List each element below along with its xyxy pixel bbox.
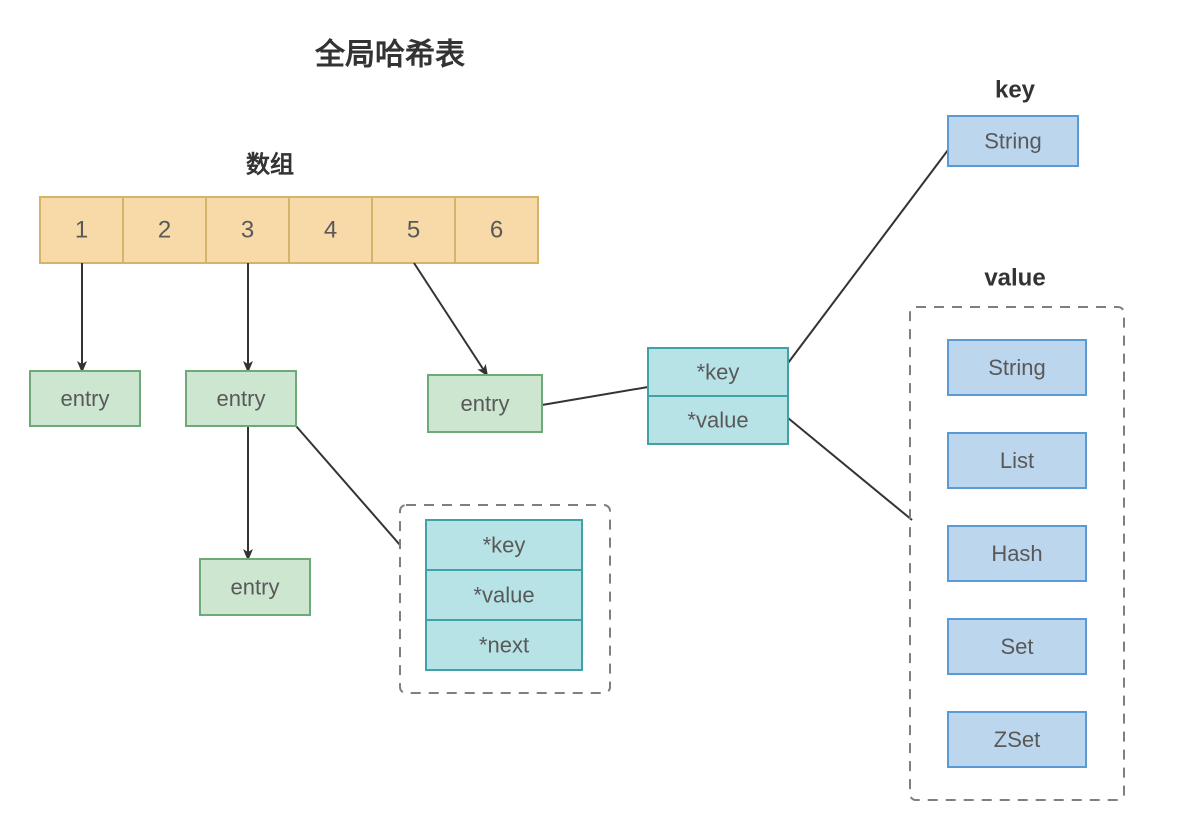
- connector-line: [296, 426, 400, 545]
- array-cell-label: 1: [75, 217, 88, 244]
- connector-line: [788, 150, 948, 363]
- key-heading: key: [995, 77, 1036, 104]
- array-cell-label: 3: [241, 217, 254, 244]
- entry-detail-cell-label: *next: [479, 633, 529, 658]
- entry-detail-cell-label: *value: [473, 583, 534, 608]
- connector-line: [788, 418, 912, 520]
- entry-label: entry: [61, 386, 110, 411]
- entry5: entry: [428, 375, 542, 432]
- value-type-label: Hash: [991, 541, 1042, 566]
- entry1: entry: [30, 371, 140, 426]
- entry3a: entry: [186, 371, 296, 426]
- entry-detail-cell-label: *key: [483, 533, 526, 558]
- value-type-label: Set: [1000, 634, 1033, 659]
- entry-label: entry: [231, 575, 280, 600]
- array-cell-label: 2: [158, 217, 171, 244]
- entry-label: entry: [217, 386, 266, 411]
- value-type-label: ZSet: [994, 727, 1040, 752]
- arrow: [414, 263, 487, 375]
- pointer-pair: *key *value: [648, 348, 788, 444]
- key-type-label: String: [984, 129, 1041, 154]
- array-cell-label: 5: [407, 217, 420, 244]
- array-title: 数组: [246, 152, 294, 179]
- value-type-list: String List Hash Set ZSet: [948, 340, 1086, 767]
- array-row: 1 2 3 4 5 6: [40, 197, 538, 263]
- connector-line: [542, 387, 648, 405]
- array-cell-label: 4: [324, 217, 337, 244]
- entry-detail: *key *value *next: [426, 520, 582, 670]
- value-type-label: List: [1000, 448, 1034, 473]
- value-heading: value: [984, 265, 1045, 292]
- pointer-cell-label: *value: [687, 408, 748, 433]
- array-cell-label: 6: [490, 217, 503, 244]
- pointer-cell-label: *key: [697, 360, 740, 385]
- entry-label: entry: [461, 391, 510, 416]
- diagram-canvas: 全局哈希表数组 key value 1 2 3 4 5 6 entry entry entry entr…: [0, 0, 1185, 833]
- main-title: 全局哈希表: [314, 38, 465, 72]
- value-type-label: String: [988, 355, 1045, 380]
- entry3b: entry: [200, 559, 310, 615]
- key-type-box: String: [948, 116, 1078, 166]
